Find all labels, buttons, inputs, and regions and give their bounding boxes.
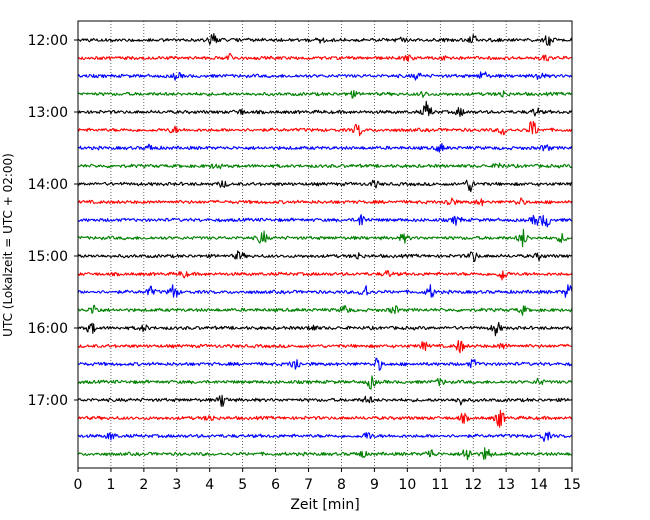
x-tick-label-5: 5 — [238, 477, 247, 493]
trace-series — [77, 32, 573, 461]
gridlines — [110, 21, 540, 468]
trace-2 — [77, 71, 573, 81]
trace-14 — [77, 284, 573, 298]
x-tick-label-12: 12 — [464, 477, 482, 493]
y-tick-label-1: 13:00 — [28, 105, 68, 121]
x-tick-label-14: 14 — [530, 477, 548, 493]
x-tick-label-9: 9 — [370, 477, 379, 493]
y-tick-label-4: 16:00 — [28, 321, 68, 337]
trace-22 — [77, 431, 573, 443]
x-tick-label-6: 6 — [271, 477, 280, 493]
y-axis-label: UTC (Lokalzeit = UTC + 02:00) — [1, 153, 15, 337]
x-tick-label-0: 0 — [74, 477, 83, 493]
trace-16 — [77, 321, 573, 337]
x-tick-label-2: 2 — [139, 477, 148, 493]
trace-23 — [77, 447, 573, 461]
x-tick-label-4: 4 — [205, 477, 214, 493]
y-tick-label-5: 17:00 — [28, 393, 68, 409]
trace-21 — [77, 409, 573, 428]
y-tick-label-0: 12:00 — [28, 33, 68, 49]
y-tick-label-3: 15:00 — [28, 249, 68, 265]
x-tick-label-11: 11 — [431, 477, 449, 493]
x-axis-label: Zeit [min] — [290, 497, 359, 513]
y-axis-ticks: 12:00 13:00 14:00 15:00 16:00 17:00 — [28, 33, 78, 409]
trace-17 — [77, 340, 573, 354]
trace-9 — [77, 197, 573, 207]
x-tick-label-1: 1 — [106, 477, 115, 493]
x-tick-label-8: 8 — [337, 477, 346, 493]
trace-6 — [77, 142, 573, 153]
x-tick-label-3: 3 — [172, 477, 181, 493]
trace-11 — [77, 228, 573, 248]
x-tick-label-7: 7 — [304, 477, 313, 493]
plot-frame — [77, 20, 573, 469]
trace-7 — [77, 162, 573, 170]
x-axis-ticks: 0 1 2 3 4 5 6 7 8 9 10 11 12 13 14 15 — [74, 468, 581, 493]
x-tick-label-15: 15 — [563, 477, 581, 493]
trace-1 — [77, 52, 573, 62]
trace-0 — [77, 32, 573, 46]
trace-15 — [77, 304, 573, 316]
trace-4 — [77, 100, 573, 117]
trace-20 — [77, 394, 573, 407]
trace-5 — [77, 120, 573, 137]
x-tick-label-13: 13 — [497, 477, 515, 493]
trace-12 — [77, 250, 573, 263]
trace-18 — [77, 357, 573, 371]
trace-3 — [77, 90, 573, 99]
trace-10 — [77, 214, 573, 228]
trace-13 — [77, 270, 573, 281]
trace-19 — [77, 375, 573, 390]
x-tick-label-10: 10 — [398, 477, 416, 493]
y-tick-label-2: 14:00 — [28, 177, 68, 193]
trace-8 — [77, 179, 573, 193]
